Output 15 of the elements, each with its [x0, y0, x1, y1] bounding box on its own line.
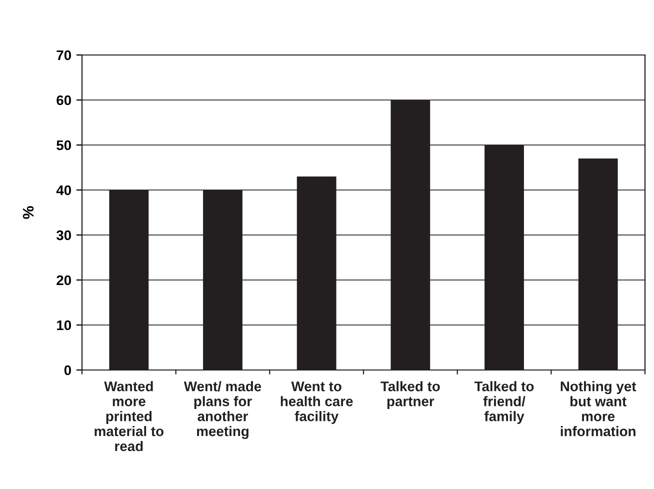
y-tick-label: 70: [56, 50, 72, 60]
x-tick-label: Went/ made plans for another meeting: [184, 381, 262, 439]
x-tick-label: Talked to partner: [380, 381, 440, 410]
y-tick-label: 60: [56, 95, 72, 106]
x-tick-label: Nothing yet but want more information: [560, 381, 636, 436]
x-tick-label: Talked to friend/ family: [474, 381, 534, 424]
y-tick-label: 30: [56, 230, 72, 240]
y-tick-label: 20: [56, 275, 72, 286]
x-tick-label: Went to health care facility: [280, 382, 353, 424]
y-axis-title: %: [22, 206, 34, 219]
y-tick-label: 0: [64, 365, 72, 376]
y-tick-label: 10: [57, 320, 72, 330]
x-tick-label: Wanted more printed material to read: [94, 381, 164, 452]
y-tick-label: 50: [56, 140, 72, 150]
y-tick-label: 40: [56, 185, 72, 196]
